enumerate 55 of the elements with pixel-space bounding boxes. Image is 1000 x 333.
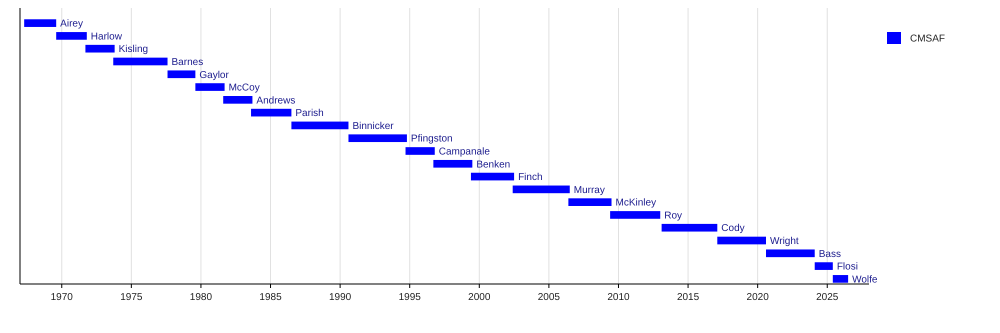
x-tick-label: 2025 — [816, 292, 839, 303]
data-label: McKinley — [616, 198, 656, 209]
data-label: Campanale — [438, 146, 490, 158]
bar — [195, 83, 225, 91]
bar — [168, 70, 196, 78]
data-label: Parish — [295, 108, 324, 120]
bar — [832, 275, 848, 283]
bar — [433, 160, 472, 168]
data-label: Harlow — [90, 31, 123, 42]
bar — [113, 58, 168, 66]
bar — [814, 262, 833, 270]
bar — [568, 198, 612, 206]
bar — [223, 96, 252, 104]
x-tick-label: 2005 — [538, 292, 560, 303]
x-tick-label: 2020 — [746, 292, 770, 303]
data-label: Pfingston — [410, 134, 453, 145]
data-label: Finch — [518, 172, 543, 184]
bar — [85, 44, 115, 53]
bar — [717, 236, 766, 244]
bar — [512, 186, 570, 194]
legend-label: CMSAF — [910, 34, 945, 44]
bar — [348, 134, 407, 142]
x-tick-label: 1980 — [190, 292, 212, 303]
bar — [610, 211, 660, 219]
data-label: Andrews — [256, 95, 296, 106]
bar — [291, 122, 348, 130]
x-tick-label: 2000 — [468, 292, 491, 303]
data-label: Kisling — [118, 44, 148, 56]
bar — [470, 172, 514, 180]
data-label: Flosi — [836, 262, 858, 273]
data-label: Gaylor — [199, 70, 230, 81]
data-label: Murray — [574, 184, 605, 196]
x-tick-label: 1990 — [328, 292, 352, 303]
data-label: Benken — [476, 159, 510, 170]
x-tick-label: 1995 — [398, 292, 422, 303]
data-label: Roy — [664, 210, 682, 222]
data-label: Bass — [818, 248, 841, 260]
x-tick-label: 2010 — [607, 292, 630, 303]
x-tick-label: 1985 — [259, 292, 282, 303]
data-label: Cody — [721, 223, 745, 234]
bar — [251, 108, 292, 116]
bar — [662, 224, 718, 232]
data-label: Barnes — [172, 56, 204, 68]
x-tick-label: 1975 — [120, 292, 143, 303]
bar — [766, 249, 815, 258]
bar — [56, 32, 87, 40]
data-label: McCoy — [228, 82, 260, 94]
data-label: Binnicker — [352, 120, 394, 132]
data-label: Wright — [770, 236, 799, 248]
bar — [406, 147, 435, 155]
bar — [24, 19, 56, 27]
x-tick-label: 1970 — [50, 292, 74, 303]
data-label: Airey — [60, 18, 83, 30]
x-tick-label: 2015 — [676, 292, 700, 303]
data-label: Wolfe — [852, 274, 878, 286]
